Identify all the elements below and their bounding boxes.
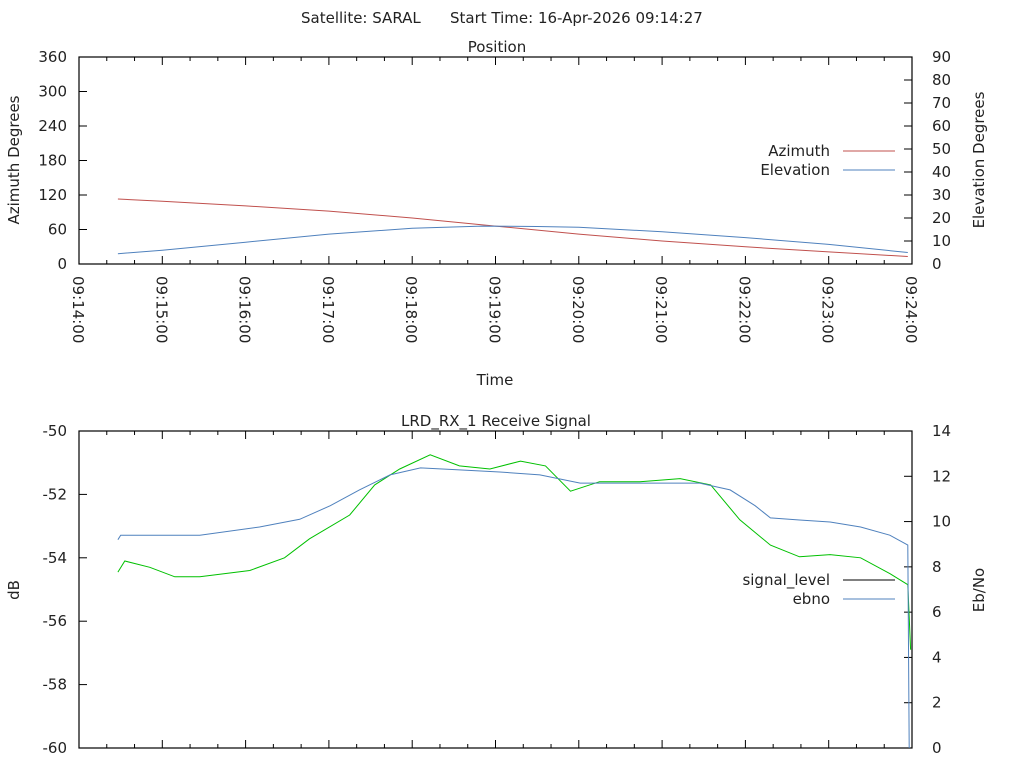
y-tick-label: -50 bbox=[43, 422, 68, 440]
y2-tick-label: 4 bbox=[932, 648, 942, 666]
y-tick-label: -54 bbox=[43, 549, 68, 567]
y2-tick-label: 12 bbox=[932, 467, 951, 485]
header-start-time: Start Time: 16-Apr-2026 09:14:27 bbox=[450, 9, 703, 27]
series-line-ebno bbox=[117, 467, 910, 749]
signal-plot-frame bbox=[78, 430, 913, 749]
y-tick-label: -52 bbox=[43, 485, 68, 503]
y-tick-label: 120 bbox=[38, 186, 67, 204]
legend-signal-level-label: signal_level bbox=[742, 571, 830, 590]
y-tick-label: 240 bbox=[38, 117, 67, 135]
series-line-signal_level bbox=[117, 454, 912, 650]
y2-tick-label: 60 bbox=[932, 117, 951, 135]
legend-elevation-label: Elevation bbox=[760, 161, 830, 179]
position-xlabel: Time bbox=[476, 371, 514, 389]
y-tick-label: -56 bbox=[43, 612, 68, 630]
y2-tick-label: 50 bbox=[932, 140, 951, 158]
y-tick-label: 180 bbox=[38, 152, 67, 170]
x-tick-label: 09:15:00 bbox=[152, 276, 170, 343]
legend-ebno-label: ebno bbox=[793, 590, 830, 608]
y2-tick-label: 90 bbox=[932, 48, 951, 66]
y2-tick-label: 14 bbox=[932, 422, 951, 440]
signal-ylabel: dB bbox=[5, 580, 23, 600]
y2-tick-label: 10 bbox=[932, 513, 951, 531]
header-satellite: Satellite: SARAL bbox=[301, 9, 421, 27]
x-tick-label: 09:24:00 bbox=[902, 276, 920, 343]
y2-tick-label: 0 bbox=[932, 255, 942, 273]
x-tick-label: 09:16:00 bbox=[236, 276, 254, 343]
x-tick-label: 09:19:00 bbox=[486, 276, 504, 343]
x-tick-label: 09:18:00 bbox=[402, 276, 420, 343]
position-plot-frame bbox=[78, 56, 913, 265]
position-y2label: Elevation Degrees bbox=[970, 91, 988, 228]
y2-tick-label: 6 bbox=[932, 603, 942, 621]
signal-axes: -60 -58 -56 -54 -52 -50 0 2 4 6 8 10 12 14 bbox=[43, 422, 952, 757]
position-series bbox=[117, 198, 908, 257]
y-tick-label: 360 bbox=[38, 48, 67, 66]
signal-series bbox=[117, 454, 912, 749]
y2-tick-label: 20 bbox=[932, 209, 951, 227]
y2-tick-label: 70 bbox=[932, 94, 951, 112]
y2-tick-label: 0 bbox=[932, 739, 942, 757]
x-tick-label: 09:20:00 bbox=[569, 276, 587, 343]
signal-title: LRD_RX_1 Receive Signal bbox=[401, 412, 591, 431]
x-tick-label: 09:21:00 bbox=[652, 276, 670, 343]
y-tick-label: 60 bbox=[48, 221, 67, 239]
y-tick-label: 300 bbox=[38, 83, 67, 101]
y-tick-label: -58 bbox=[43, 676, 68, 694]
y2-tick-label: 40 bbox=[932, 163, 951, 181]
signal-legend: signal_level ebno bbox=[742, 571, 895, 608]
x-tick-label: 09:17:00 bbox=[319, 276, 337, 343]
y2-tick-label: 10 bbox=[932, 232, 951, 250]
x-tick-label: 09:23:00 bbox=[819, 276, 837, 343]
x-tick-label: 09:22:00 bbox=[735, 276, 753, 343]
series-line-azimuth bbox=[117, 198, 908, 257]
x-tick-label: 09:14:00 bbox=[69, 276, 87, 343]
position-title: Position bbox=[468, 38, 526, 56]
y2-tick-label: 2 bbox=[932, 694, 942, 712]
y2-tick-label: 80 bbox=[932, 71, 951, 89]
y-tick-label: 0 bbox=[57, 255, 67, 273]
legend-azimuth-label: Azimuth bbox=[768, 142, 830, 160]
series-line-elevation bbox=[117, 225, 908, 255]
signal-y2label: Eb/No bbox=[970, 568, 988, 612]
y-tick-label: -60 bbox=[43, 739, 68, 757]
y2-tick-label: 8 bbox=[932, 558, 942, 576]
position-legend: Azimuth Elevation bbox=[760, 142, 895, 179]
position-ylabel: Azimuth Degrees bbox=[5, 95, 23, 224]
position-axes: 09:14:00 09:15:00 09:16:00 09:17:00 09:18:00… bbox=[38, 48, 951, 343]
y2-tick-label: 30 bbox=[932, 186, 951, 204]
